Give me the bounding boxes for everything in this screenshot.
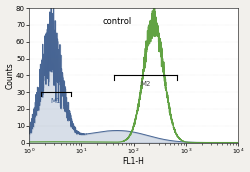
Y-axis label: Counts: Counts: [6, 62, 15, 89]
X-axis label: FL1-H: FL1-H: [123, 157, 144, 166]
Text: M1: M1: [50, 98, 61, 104]
Text: control: control: [102, 18, 132, 26]
Text: M2: M2: [140, 81, 150, 87]
